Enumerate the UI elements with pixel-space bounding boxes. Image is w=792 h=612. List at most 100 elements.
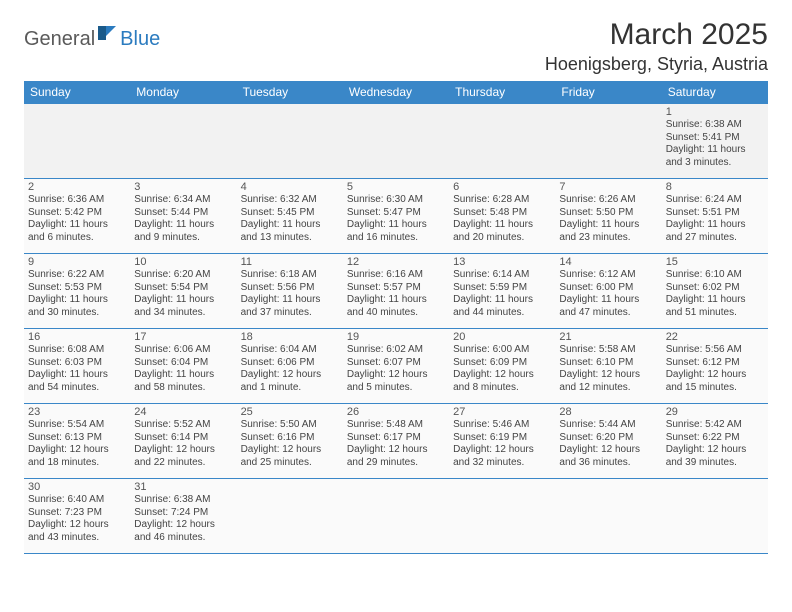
day-cell-18: 18Sunrise: 6:04 AMSunset: 6:06 PMDayligh… xyxy=(237,329,343,404)
daylight-line-2: and 36 minutes. xyxy=(559,457,657,470)
empty-cell xyxy=(343,479,449,554)
daylight-line-1: Daylight: 11 hours xyxy=(241,219,339,232)
weekday-row: SundayMondayTuesdayWednesdayThursdayFrid… xyxy=(24,81,768,104)
day-number: 11 xyxy=(241,256,339,268)
sunset-line: Sunset: 5:44 PM xyxy=(134,207,232,220)
sunrise-line: Sunrise: 5:50 AM xyxy=(241,419,339,432)
day-cell-8: 8Sunrise: 6:24 AMSunset: 5:51 PMDaylight… xyxy=(662,179,768,254)
daylight-line-1: Daylight: 11 hours xyxy=(666,294,764,307)
daylight-line-2: and 16 minutes. xyxy=(347,232,445,245)
empty-cell xyxy=(449,479,555,554)
sunset-line: Sunset: 6:10 PM xyxy=(559,357,657,370)
day-number: 9 xyxy=(28,256,126,268)
day-cell-9: 9Sunrise: 6:22 AMSunset: 5:53 PMDaylight… xyxy=(24,254,130,329)
day-cell-30: 30Sunrise: 6:40 AMSunset: 7:23 PMDayligh… xyxy=(24,479,130,554)
daylight-line-1: Daylight: 11 hours xyxy=(666,219,764,232)
day-number: 10 xyxy=(134,256,232,268)
sunset-line: Sunset: 6:09 PM xyxy=(453,357,551,370)
sunset-line: Sunset: 5:59 PM xyxy=(453,282,551,295)
sunrise-line: Sunrise: 5:56 AM xyxy=(666,344,764,357)
day-cell-3: 3Sunrise: 6:34 AMSunset: 5:44 PMDaylight… xyxy=(130,179,236,254)
sunrise-line: Sunrise: 6:38 AM xyxy=(134,494,232,507)
daylight-line-1: Daylight: 12 hours xyxy=(134,444,232,457)
sunset-line: Sunset: 7:24 PM xyxy=(134,507,232,520)
sunset-line: Sunset: 5:51 PM xyxy=(666,207,764,220)
sunrise-line: Sunrise: 6:20 AM xyxy=(134,269,232,282)
daylight-line-2: and 51 minutes. xyxy=(666,307,764,320)
weekday-sunday: Sunday xyxy=(24,81,130,104)
daylight-line-2: and 1 minute. xyxy=(241,382,339,395)
sunset-line: Sunset: 5:45 PM xyxy=(241,207,339,220)
calendar-table: SundayMondayTuesdayWednesdayThursdayFrid… xyxy=(24,81,768,554)
sunrise-line: Sunrise: 6:40 AM xyxy=(28,494,126,507)
daylight-line-2: and 5 minutes. xyxy=(347,382,445,395)
day-cell-19: 19Sunrise: 6:02 AMSunset: 6:07 PMDayligh… xyxy=(343,329,449,404)
sunset-line: Sunset: 6:19 PM xyxy=(453,432,551,445)
daylight-line-2: and 44 minutes. xyxy=(453,307,551,320)
daylight-line-1: Daylight: 12 hours xyxy=(453,444,551,457)
day-number: 16 xyxy=(28,331,126,343)
day-cell-17: 17Sunrise: 6:06 AMSunset: 6:04 PMDayligh… xyxy=(130,329,236,404)
sunset-line: Sunset: 6:06 PM xyxy=(241,357,339,370)
sunset-line: Sunset: 5:54 PM xyxy=(134,282,232,295)
daylight-line-2: and 9 minutes. xyxy=(134,232,232,245)
day-number: 31 xyxy=(134,481,232,493)
sunrise-line: Sunrise: 6:38 AM xyxy=(666,119,764,132)
calendar-head: SundayMondayTuesdayWednesdayThursdayFrid… xyxy=(24,81,768,104)
daylight-line-2: and 20 minutes. xyxy=(453,232,551,245)
sunset-line: Sunset: 6:17 PM xyxy=(347,432,445,445)
calendar-row: 30Sunrise: 6:40 AMSunset: 7:23 PMDayligh… xyxy=(24,479,768,554)
daylight-line-1: Daylight: 12 hours xyxy=(666,444,764,457)
daylight-line-2: and 32 minutes. xyxy=(453,457,551,470)
empty-cell xyxy=(237,479,343,554)
daylight-line-1: Daylight: 12 hours xyxy=(453,369,551,382)
day-cell-23: 23Sunrise: 5:54 AMSunset: 6:13 PMDayligh… xyxy=(24,404,130,479)
sunset-line: Sunset: 6:04 PM xyxy=(134,357,232,370)
day-cell-16: 16Sunrise: 6:08 AMSunset: 6:03 PMDayligh… xyxy=(24,329,130,404)
daylight-line-1: Daylight: 11 hours xyxy=(559,294,657,307)
daylight-line-1: Daylight: 12 hours xyxy=(347,369,445,382)
daylight-line-2: and 37 minutes. xyxy=(241,307,339,320)
daylight-line-1: Daylight: 12 hours xyxy=(666,369,764,382)
daylight-line-2: and 30 minutes. xyxy=(28,307,126,320)
daylight-line-1: Daylight: 12 hours xyxy=(559,369,657,382)
day-number: 19 xyxy=(347,331,445,343)
daylight-line-2: and 8 minutes. xyxy=(453,382,551,395)
day-number: 7 xyxy=(559,181,657,193)
weekday-thursday: Thursday xyxy=(449,81,555,104)
day-number: 22 xyxy=(666,331,764,343)
day-number: 25 xyxy=(241,406,339,418)
weekday-saturday: Saturday xyxy=(662,81,768,104)
daylight-line-1: Daylight: 11 hours xyxy=(666,144,764,157)
logo-text-general: General xyxy=(24,28,95,51)
sunset-line: Sunset: 6:20 PM xyxy=(559,432,657,445)
location: Hoenigsberg, Styria, Austria xyxy=(545,54,768,75)
sunrise-line: Sunrise: 6:04 AM xyxy=(241,344,339,357)
sunrise-line: Sunrise: 6:32 AM xyxy=(241,194,339,207)
day-number: 14 xyxy=(559,256,657,268)
day-number: 20 xyxy=(453,331,551,343)
daylight-line-1: Daylight: 11 hours xyxy=(28,219,126,232)
day-number: 6 xyxy=(453,181,551,193)
daylight-line-1: Daylight: 11 hours xyxy=(347,219,445,232)
day-number: 28 xyxy=(559,406,657,418)
daylight-line-2: and 23 minutes. xyxy=(559,232,657,245)
day-number: 21 xyxy=(559,331,657,343)
weekday-monday: Monday xyxy=(130,81,236,104)
sunrise-line: Sunrise: 6:14 AM xyxy=(453,269,551,282)
sunset-line: Sunset: 5:47 PM xyxy=(347,207,445,220)
day-number: 29 xyxy=(666,406,764,418)
day-cell-13: 13Sunrise: 6:14 AMSunset: 5:59 PMDayligh… xyxy=(449,254,555,329)
empty-cell xyxy=(449,104,555,179)
daylight-line-1: Daylight: 12 hours xyxy=(559,444,657,457)
daylight-line-2: and 46 minutes. xyxy=(134,532,232,545)
daylight-line-2: and 15 minutes. xyxy=(666,382,764,395)
daylight-line-1: Daylight: 11 hours xyxy=(134,369,232,382)
empty-cell xyxy=(237,104,343,179)
day-cell-24: 24Sunrise: 5:52 AMSunset: 6:14 PMDayligh… xyxy=(130,404,236,479)
daylight-line-2: and 58 minutes. xyxy=(134,382,232,395)
day-cell-26: 26Sunrise: 5:48 AMSunset: 6:17 PMDayligh… xyxy=(343,404,449,479)
sunrise-line: Sunrise: 6:22 AM xyxy=(28,269,126,282)
sunrise-line: Sunrise: 6:34 AM xyxy=(134,194,232,207)
daylight-line-1: Daylight: 11 hours xyxy=(559,219,657,232)
